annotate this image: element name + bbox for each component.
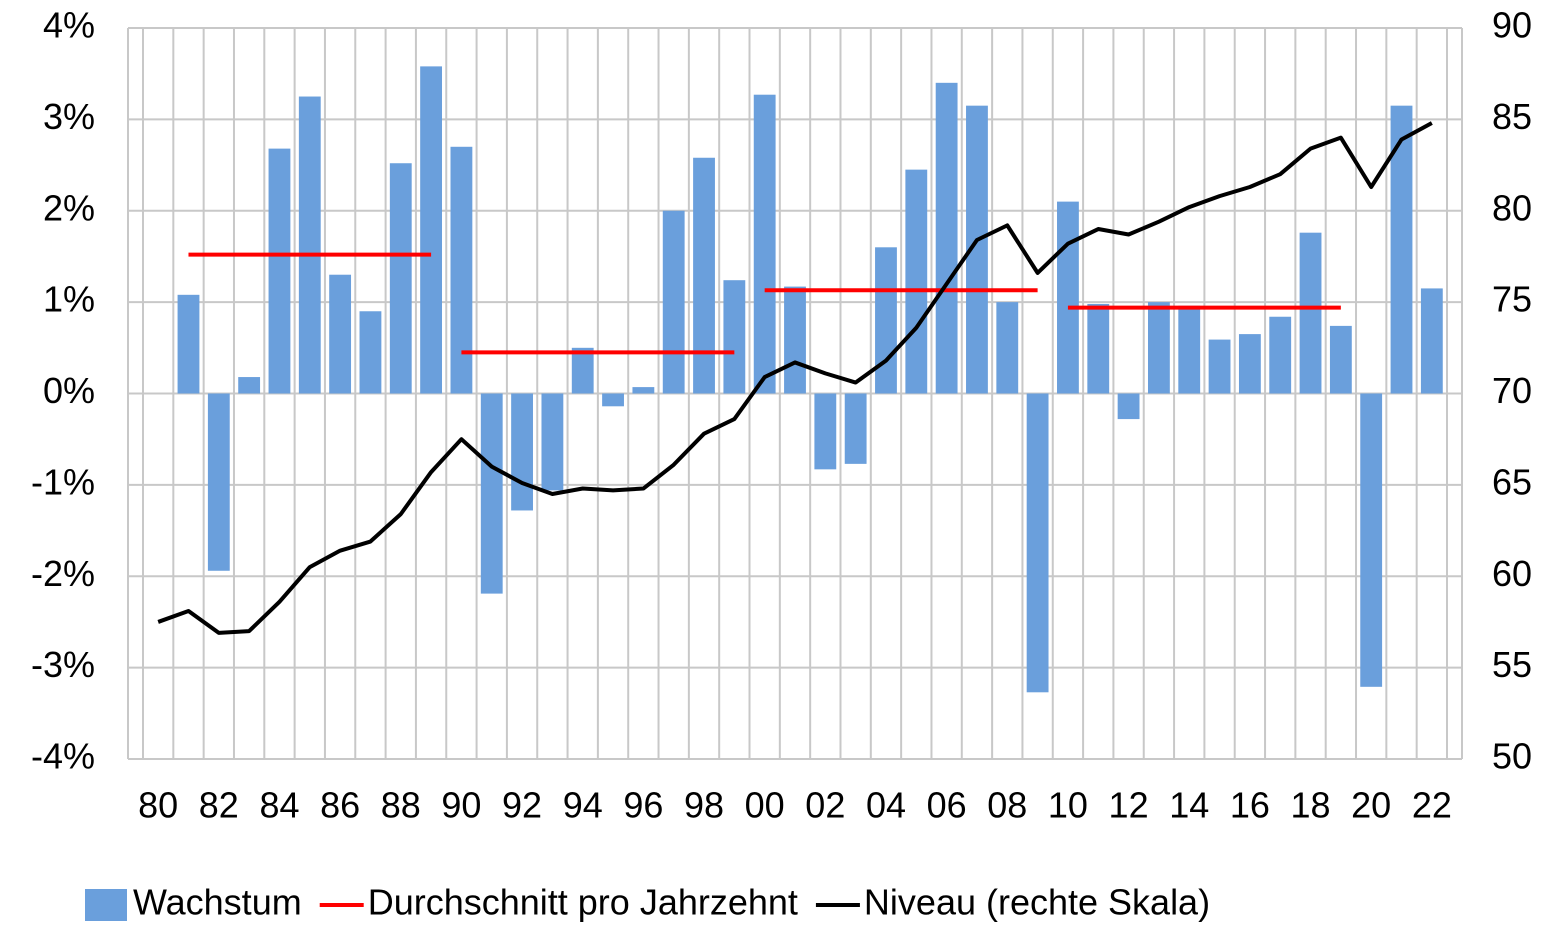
bar xyxy=(298,96,321,394)
bar xyxy=(723,280,746,394)
bar xyxy=(268,148,291,394)
bar xyxy=(905,169,928,394)
x-tick-label: 98 xyxy=(684,785,724,826)
y2-tick-label: 55 xyxy=(1492,644,1532,685)
x-tick-label: 94 xyxy=(563,785,603,826)
y2-tick-label: 60 xyxy=(1492,553,1532,594)
bar xyxy=(602,393,624,407)
bar xyxy=(1117,393,1140,420)
legend-label: Wachstum xyxy=(133,882,302,923)
bar xyxy=(238,377,261,394)
bar xyxy=(207,393,230,571)
x-tick-label: 18 xyxy=(1291,785,1331,826)
bar xyxy=(1147,302,1170,394)
level-line xyxy=(157,121,1433,635)
bar xyxy=(784,286,806,394)
bar xyxy=(389,163,412,394)
y-tick-label: 2% xyxy=(43,187,95,228)
x-tick-label: 86 xyxy=(320,785,360,826)
bar xyxy=(662,210,685,394)
bar xyxy=(1087,303,1110,394)
x-tick-label: 20 xyxy=(1351,785,1391,826)
y-tick-label: -3% xyxy=(31,644,95,685)
x-tick-label: 92 xyxy=(502,785,542,826)
x-tick-label: 06 xyxy=(927,785,967,826)
bar xyxy=(844,393,867,464)
x-tick-label: 14 xyxy=(1169,785,1209,826)
bar xyxy=(996,302,1019,394)
x-tick-label: 00 xyxy=(745,785,785,826)
y-tick-label: -2% xyxy=(31,553,95,594)
bar xyxy=(511,393,533,511)
bar xyxy=(935,82,958,394)
y-tick-label: 1% xyxy=(43,279,95,320)
x-tick-label: 84 xyxy=(259,785,299,826)
bar xyxy=(966,105,988,394)
bar xyxy=(814,393,837,470)
bar xyxy=(1057,201,1079,394)
bar xyxy=(541,393,564,491)
bar xyxy=(1360,393,1383,687)
bar xyxy=(329,274,352,394)
x-tick-label: 90 xyxy=(441,785,481,826)
x-tick-label: 96 xyxy=(623,785,663,826)
legend-label: Durchschnitt pro Jahrzehnt xyxy=(368,882,798,923)
y2-tick-label: 80 xyxy=(1492,187,1532,228)
x-tick-label: 22 xyxy=(1412,785,1452,826)
y2-tick-label: 70 xyxy=(1492,370,1532,411)
x-tick-label: 04 xyxy=(866,785,906,826)
y-tick-label: 3% xyxy=(43,96,95,137)
y2-tick-label: 65 xyxy=(1492,461,1532,502)
y2-tick-label: 50 xyxy=(1492,736,1532,777)
bar xyxy=(1329,325,1352,394)
bar xyxy=(1026,393,1049,693)
legend-label: Niveau (rechte Skala) xyxy=(864,882,1210,923)
bar xyxy=(632,387,655,394)
x-tick-label: 02 xyxy=(805,785,845,826)
legend-swatch xyxy=(85,889,127,921)
y-tick-label: -1% xyxy=(31,461,95,502)
x-tick-label: 08 xyxy=(987,785,1027,826)
bar xyxy=(1208,339,1231,394)
bar xyxy=(450,146,473,394)
x-tick-label: 10 xyxy=(1048,785,1088,826)
y2-tick-label: 75 xyxy=(1492,279,1532,320)
bar xyxy=(177,294,200,394)
bar xyxy=(753,94,776,394)
bar xyxy=(1390,105,1413,394)
y2-tick-label: 85 xyxy=(1492,96,1532,137)
bar xyxy=(875,247,897,394)
x-tick-label: 88 xyxy=(381,785,421,826)
y-tick-label: -4% xyxy=(31,736,95,777)
x-tick-label: 80 xyxy=(138,785,178,826)
bar xyxy=(1299,232,1322,394)
bar xyxy=(480,393,503,594)
y-tick-label: 0% xyxy=(43,370,95,411)
bar xyxy=(1269,316,1292,394)
y2-tick-label: 90 xyxy=(1492,5,1532,46)
bar xyxy=(1178,305,1201,394)
x-tick-label: 82 xyxy=(199,785,239,826)
bar xyxy=(1238,334,1261,394)
bar xyxy=(1420,288,1443,394)
y-tick-label: 4% xyxy=(43,5,95,46)
bar xyxy=(420,66,443,394)
bar xyxy=(359,311,382,394)
x-tick-label: 12 xyxy=(1109,785,1149,826)
bar xyxy=(693,157,715,394)
x-tick-label: 16 xyxy=(1230,785,1270,826)
bar xyxy=(571,347,594,394)
